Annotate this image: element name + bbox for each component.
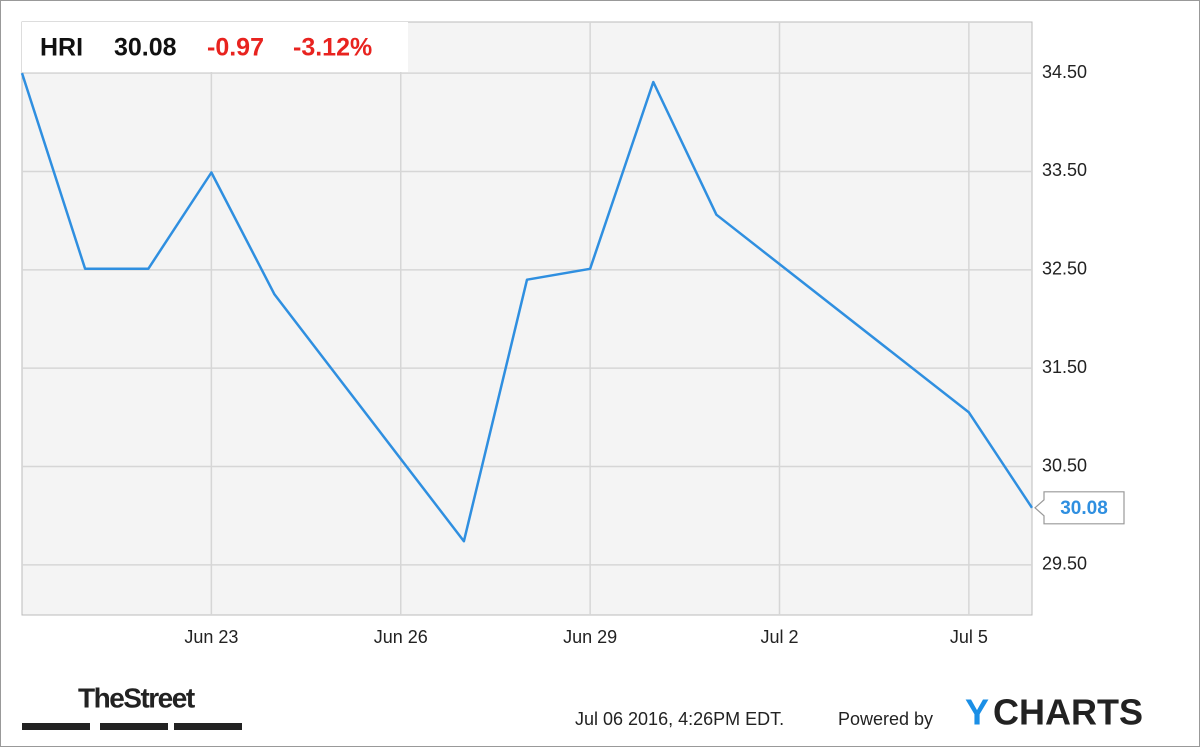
ticker: HRI xyxy=(40,34,83,62)
price-line xyxy=(20,72,1034,543)
price: 30.08 xyxy=(114,34,177,62)
logo-bar xyxy=(174,723,242,730)
change: -0.97 xyxy=(207,34,264,62)
x-tick-label: Jul 2 xyxy=(760,627,798,647)
last-value-box xyxy=(1034,491,1125,525)
x-tick-label: Jun 26 xyxy=(374,627,428,647)
y-tick-label: 33.50 xyxy=(1042,160,1087,180)
y-tick-label: 29.50 xyxy=(1042,554,1087,574)
y-tick-label: 30.50 xyxy=(1042,455,1087,475)
logo-bar xyxy=(22,723,90,730)
plot-area xyxy=(21,21,1033,616)
grid xyxy=(22,22,1032,615)
last-value-label: 30.08 xyxy=(1060,498,1108,519)
change-pct: -3.12% xyxy=(293,34,372,62)
y-tick-label: 32.50 xyxy=(1042,259,1087,279)
series xyxy=(20,72,1034,543)
x-tick-label: Jun 29 xyxy=(563,627,617,647)
x-tick-label: Jul 5 xyxy=(950,627,988,647)
header-box xyxy=(22,22,408,72)
y-tick-label: 31.50 xyxy=(1042,357,1087,377)
timestamp: Jul 06 2016, 4:26PM EDT. xyxy=(575,709,784,729)
source-logo: TheStreet xyxy=(78,682,195,713)
x-tick-label: Jun 23 xyxy=(184,627,238,647)
powered-by: Powered by xyxy=(838,709,933,729)
logo-rest: CHARTS xyxy=(993,692,1143,733)
logo-y: Y xyxy=(965,692,989,733)
logo-bar xyxy=(100,723,168,730)
y-tick-label: 34.50 xyxy=(1042,62,1087,82)
